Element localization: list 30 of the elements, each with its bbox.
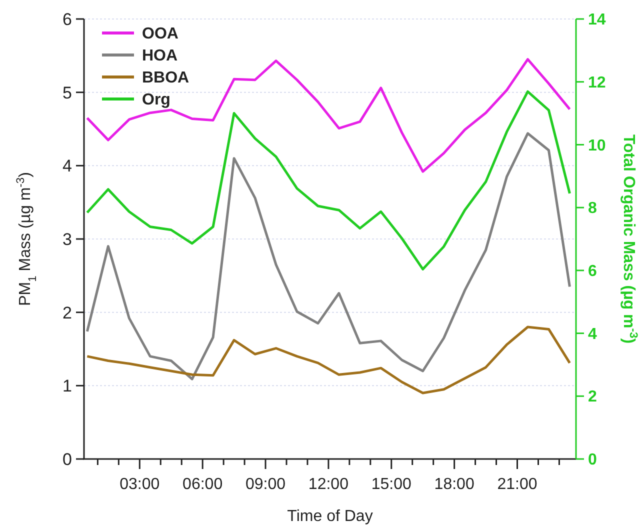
y2-tick-label: 8 [588,200,597,218]
legend-label: OOA [142,26,179,43]
line-series [86,326,571,394]
y-tick-label: 6 [62,10,72,29]
x-tick-label: 12:00 [308,476,349,493]
legend-label: BBOA [142,70,190,87]
y2-tick-label: 4 [588,326,597,343]
x-tick-label: 21:00 [497,476,538,493]
y-tick-label: 1 [62,376,72,396]
y-tick-label: 4 [62,156,72,176]
y2-tick-label: 6 [588,263,597,280]
y-tick-label: 2 [62,303,72,322]
x-tick-label: 03:00 [120,476,160,493]
line-series [86,90,571,270]
line-series [86,132,571,380]
y2-tick-label: 10 [588,137,606,154]
y-tick-label: 0 [62,450,72,469]
y-tick-label: 3 [62,230,72,249]
x-tick-label: 06:00 [182,476,223,493]
y2-tick-label: 12 [588,74,606,92]
legend-label: Org [142,92,170,109]
y2-tick-label: 14 [588,12,606,29]
x-axis-title: Time of Day [287,508,373,525]
x-tick-label: 18:00 [434,476,474,493]
legend-label: HOA [142,48,178,65]
y2-tick-label: 2 [588,388,597,406]
y-tick-label: 5 [62,83,72,102]
x-tick-label: 15:00 [371,476,412,493]
y2-tick-label: 0 [588,452,597,469]
x-tick-label: 09:00 [245,476,286,493]
